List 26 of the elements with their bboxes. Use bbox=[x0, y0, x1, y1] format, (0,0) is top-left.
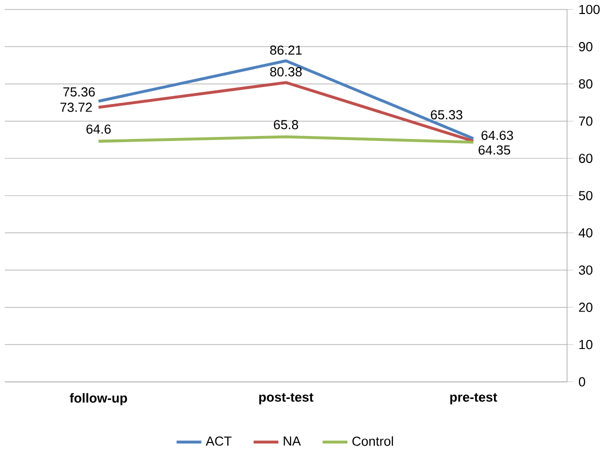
x-tick-label: post-test bbox=[259, 393, 314, 404]
data-label: 73.72 bbox=[60, 102, 92, 112]
y-tick-label: 70 bbox=[579, 116, 592, 126]
data-label: 64.63 bbox=[482, 130, 514, 140]
y-tick-label: 10 bbox=[579, 340, 592, 350]
x-tick-label: follow-up bbox=[70, 393, 128, 406]
x-tick-label: pre-test bbox=[450, 393, 498, 404]
y-tick-label: 20 bbox=[579, 302, 592, 312]
data-label: 65.33 bbox=[430, 110, 462, 120]
legend-label: NA bbox=[284, 436, 301, 446]
legend-label: Control bbox=[352, 436, 393, 446]
y-tick-label: 50 bbox=[578, 191, 592, 200]
data-label: 86.21 bbox=[270, 46, 302, 55]
data-label: 75.36 bbox=[63, 87, 95, 97]
data-label: 65.8 bbox=[274, 120, 298, 130]
data-label: 80.38 bbox=[270, 67, 302, 77]
y-tick-label: 40 bbox=[578, 228, 592, 238]
y-tick-label: 90 bbox=[579, 42, 592, 52]
y-tick-label: 30 bbox=[578, 266, 592, 275]
y-tick-label: 60 bbox=[579, 154, 592, 164]
data-label: 64.6 bbox=[86, 124, 111, 134]
y-tick-label: 100 bbox=[579, 4, 600, 14]
y-tick-label: 0 bbox=[578, 377, 586, 387]
legend-label: ACT bbox=[206, 436, 232, 446]
y-tick-label: 80 bbox=[578, 79, 592, 89]
data-label: 64.35 bbox=[478, 146, 510, 155]
